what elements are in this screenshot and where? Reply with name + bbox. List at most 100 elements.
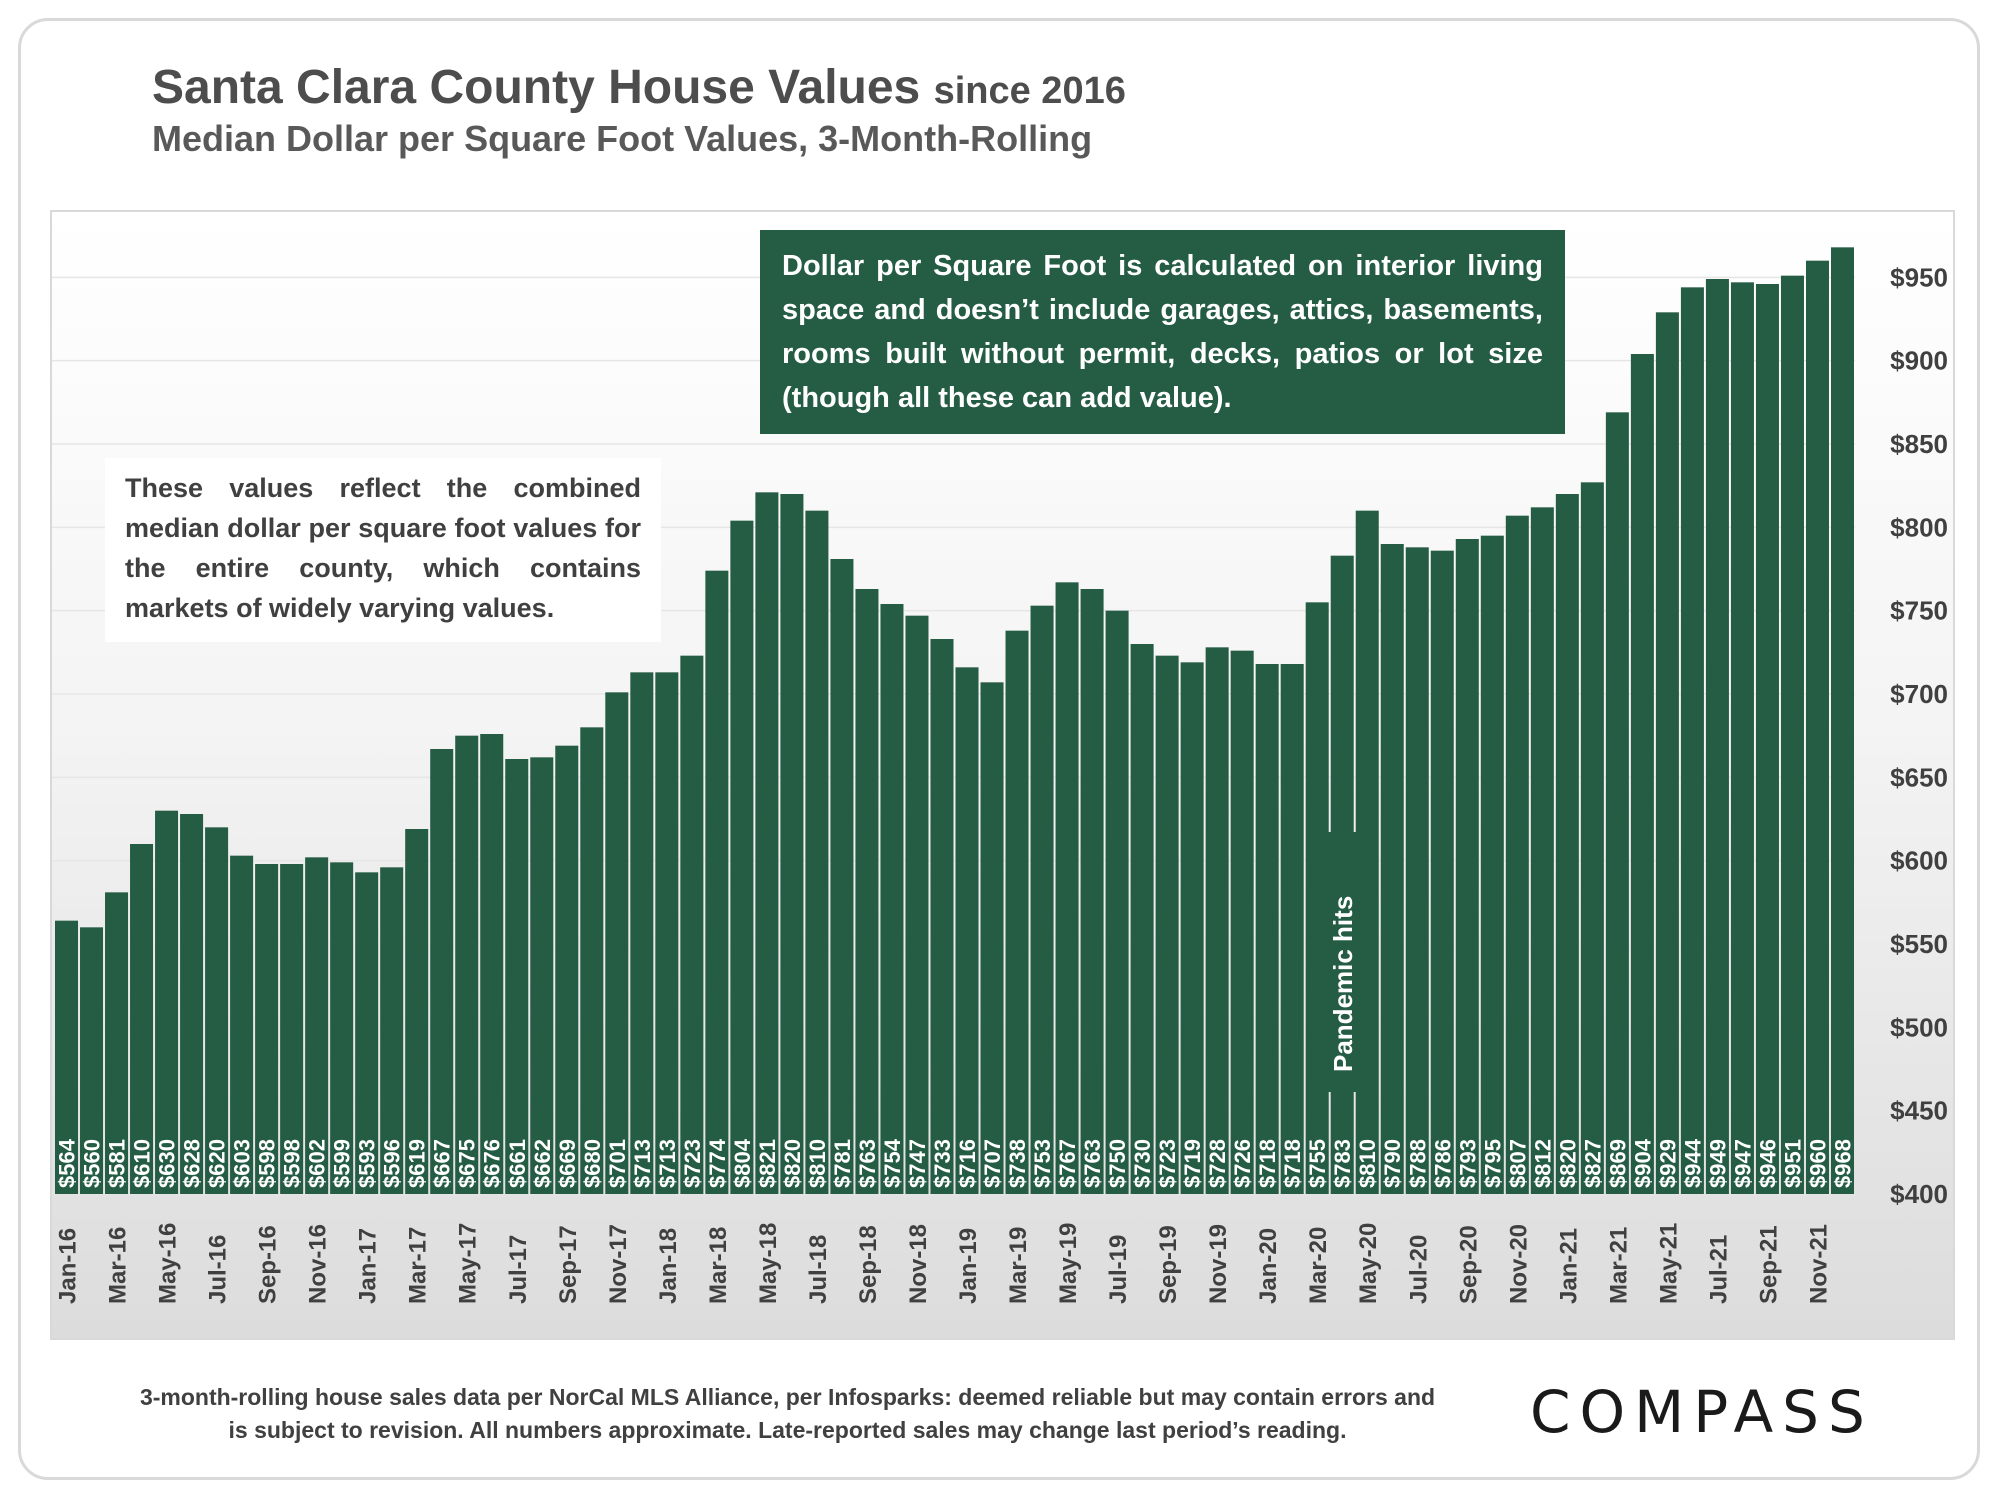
bar-value-label: $596: [380, 1139, 405, 1188]
bar-value-label: $827: [1580, 1139, 1605, 1188]
bar: [1530, 507, 1554, 1194]
annotation-box: [1322, 832, 1363, 1092]
x-tick-label: Mar-17: [405, 1227, 432, 1304]
bar: [105, 892, 129, 1194]
bar-value-label: $707: [980, 1139, 1005, 1188]
bar: [880, 604, 904, 1194]
bar-value-label: $713: [655, 1139, 680, 1188]
x-tick-label: Jan-18: [655, 1228, 682, 1304]
bar-value-label: $723: [1155, 1139, 1180, 1188]
bar: [1155, 655, 1179, 1194]
bar: [605, 692, 629, 1194]
x-tick-label: Sep-18: [855, 1225, 882, 1304]
bar-value-label: $628: [180, 1139, 205, 1188]
bar: [655, 672, 679, 1194]
y-tick-label: $700: [1890, 679, 1948, 709]
bar: [1255, 664, 1279, 1194]
bar: [55, 920, 79, 1194]
bar-value-label: $669: [555, 1139, 580, 1188]
bar-value-label: $774: [705, 1138, 730, 1188]
bar: [780, 494, 804, 1194]
bar-value-label: $753: [1030, 1139, 1055, 1188]
bar: [155, 810, 179, 1194]
x-tick-label: Mar-18: [705, 1227, 732, 1304]
bar-value-label: $812: [1530, 1139, 1555, 1188]
bar: [580, 727, 604, 1194]
bar: [505, 759, 529, 1194]
chart-title: Santa Clara County House Values since 20…: [152, 60, 1126, 115]
bar-value-label: $754: [880, 1138, 905, 1188]
bar: [1180, 662, 1204, 1194]
bar-value-label: $790: [1380, 1139, 1405, 1188]
bar-value-label: $763: [855, 1139, 880, 1188]
bar-value-label: $620: [205, 1139, 230, 1188]
bar-value-label: $723: [680, 1139, 705, 1188]
x-tick-label: Sep-20: [1455, 1225, 1482, 1304]
y-tick-label: $650: [1890, 762, 1948, 792]
bar: [1780, 275, 1804, 1195]
bar-value-label: $820: [1555, 1139, 1580, 1188]
x-tick-label: Sep-21: [1755, 1225, 1782, 1304]
x-tick-label: Mar-21: [1605, 1227, 1632, 1304]
bar-value-label: $944: [1680, 1138, 1705, 1188]
bar: [1630, 354, 1654, 1194]
x-tick-label: Mar-19: [1005, 1227, 1032, 1304]
x-tick-label: Jan-17: [355, 1228, 382, 1304]
bar: [930, 639, 954, 1194]
bar-value-label: $730: [1130, 1139, 1155, 1188]
bar: [1480, 535, 1504, 1194]
y-tick-label: $600: [1890, 846, 1948, 876]
bar: [430, 749, 454, 1194]
bar: [180, 814, 204, 1194]
bar-value-label: $750: [1105, 1139, 1130, 1188]
x-tick-label: Jul-21: [1705, 1235, 1732, 1304]
bar: [955, 667, 979, 1194]
bar: [405, 829, 429, 1194]
bar: [480, 734, 504, 1194]
bar: [1755, 284, 1779, 1194]
x-tick-label: Jul-18: [805, 1235, 832, 1304]
x-tick-label: Mar-20: [1305, 1227, 1332, 1304]
bar: [530, 757, 554, 1194]
bar-value-label: $610: [130, 1139, 155, 1188]
bar: [980, 682, 1004, 1194]
x-tick-label: Sep-19: [1155, 1225, 1182, 1304]
bar: [630, 672, 654, 1194]
source-footnote: 3-month-rolling house sales data per Nor…: [139, 1384, 1436, 1443]
bar: [1505, 515, 1529, 1194]
bar: [1655, 312, 1679, 1194]
bar: [455, 735, 479, 1194]
county-note: These values reflect the combined median…: [105, 458, 661, 642]
bar: [855, 589, 879, 1194]
bar: [1455, 539, 1479, 1194]
bar: [1430, 550, 1454, 1194]
x-tick-label: Nov-16: [305, 1224, 332, 1304]
bar: [130, 844, 154, 1194]
bar-value-label: $795: [1480, 1139, 1505, 1188]
bar-value-label: $718: [1280, 1139, 1305, 1188]
x-tick-label: Nov-18: [905, 1224, 932, 1304]
bar-value-label: $713: [630, 1139, 655, 1188]
bar: [1005, 630, 1029, 1194]
x-tick-label: Sep-16: [255, 1225, 282, 1304]
x-tick-label: Jan-21: [1555, 1228, 1582, 1304]
bar-value-label: $662: [530, 1139, 555, 1188]
bar-chart: $400 $450 $500 $550 $600 $650 $700 $750 $800 $850…: [52, 247, 1948, 1304]
bar: [1580, 482, 1604, 1194]
bar: [1230, 650, 1254, 1194]
bar-value-label: $786: [1430, 1139, 1455, 1188]
y-tick-label: $450: [1890, 1096, 1948, 1126]
bar-value-label: $747: [905, 1139, 930, 1188]
bar-value-label: $763: [1080, 1139, 1105, 1188]
bar-value-label: $564: [55, 1138, 80, 1188]
bar-value-label: $630: [155, 1139, 180, 1188]
bar: [905, 615, 929, 1194]
bar-value-label: $949: [1705, 1139, 1730, 1188]
compass-logo: COMPASS: [1530, 1378, 1874, 1446]
bar-value-label: $820: [780, 1139, 805, 1188]
bar: [205, 827, 229, 1194]
x-tick-label: Mar-16: [105, 1227, 132, 1304]
bar-value-label: $676: [480, 1139, 505, 1188]
x-tick-label: May-19: [1055, 1223, 1082, 1304]
x-tick-label: Jan-16: [55, 1228, 82, 1304]
